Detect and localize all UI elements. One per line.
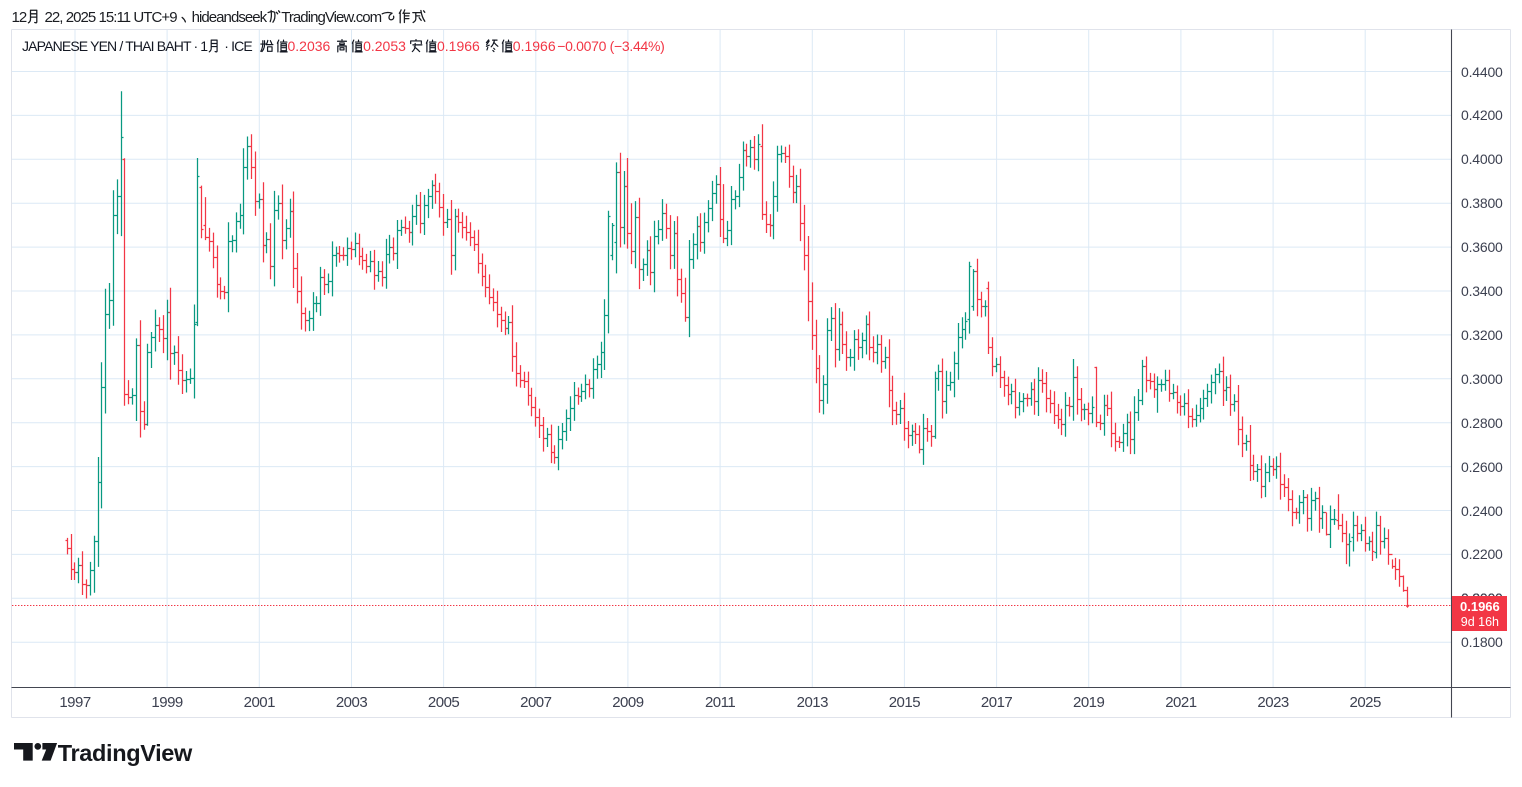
- svg-text:TradingView: TradingView: [57, 742, 192, 766]
